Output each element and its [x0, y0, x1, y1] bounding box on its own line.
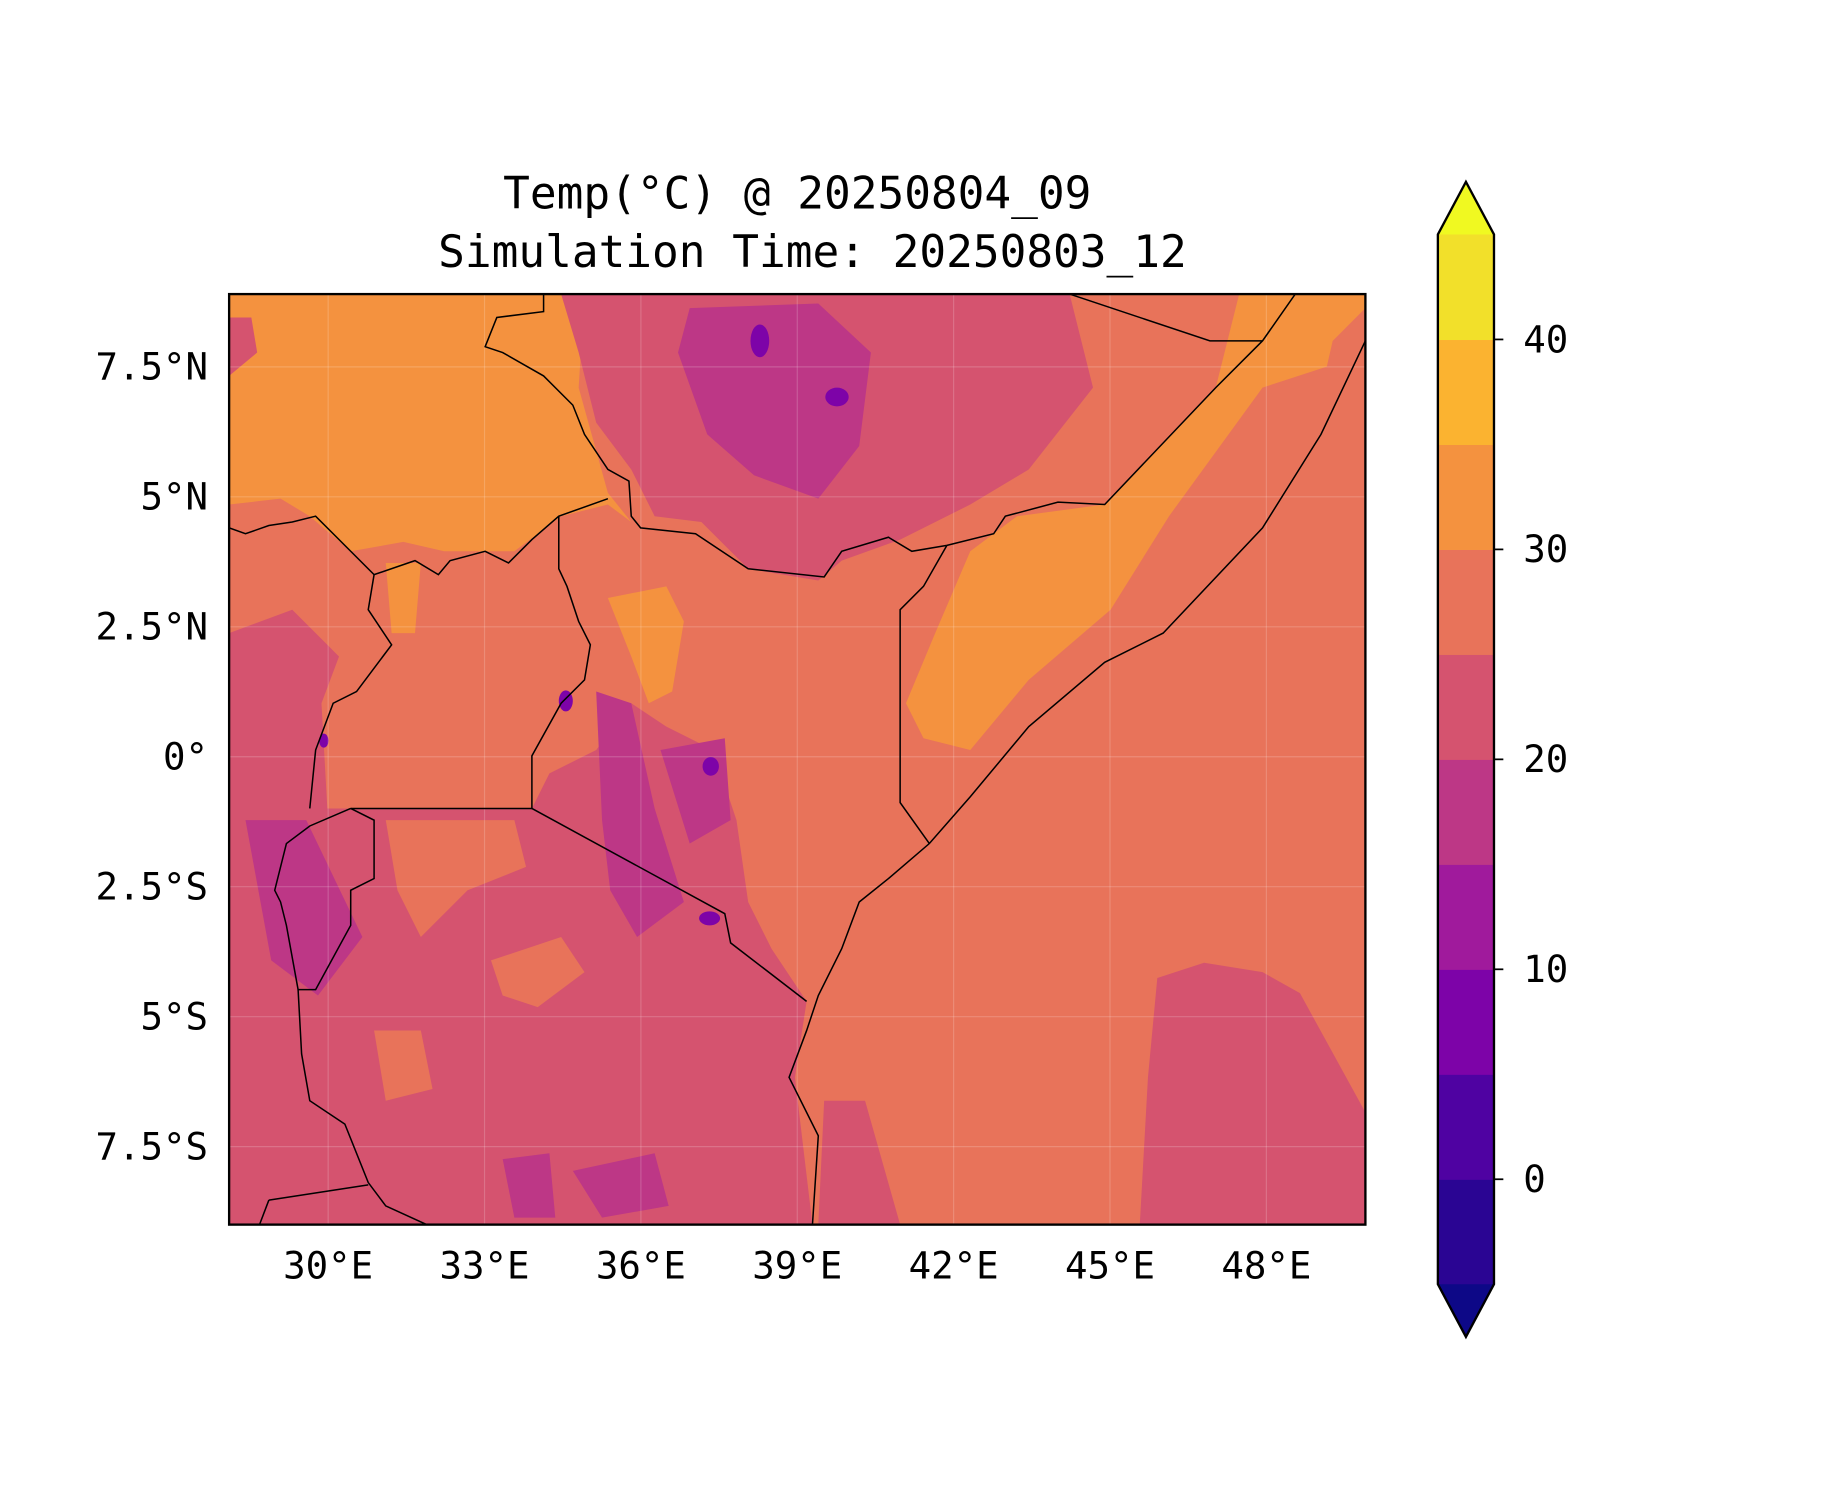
y-tick-label: 2.5°N [96, 605, 209, 649]
chart-subtitle: Simulation Time: 20250803_12 [438, 227, 1187, 278]
band-30-35-northwest [229, 294, 632, 634]
band-5-15-cold-spots [319, 324, 849, 926]
colorbar-band [1437, 339, 1494, 446]
axes-frame [227, 292, 1367, 1226]
border-zambia [268, 1184, 369, 1201]
colorbar-band [1437, 969, 1494, 1075]
border-kenya-tanzania [531, 807, 808, 1002]
colorbar-band [1437, 654, 1494, 760]
colorbar-tick-label: 20 [1523, 737, 1568, 781]
colorbar-band [1437, 234, 1494, 341]
gridlines [229, 294, 1366, 1225]
lake-victoria-shore [531, 516, 592, 809]
border-drc-uganda [309, 574, 393, 809]
colorbar-extend-min [1437, 1284, 1494, 1337]
x-tick-label: 48°E [1221, 1243, 1311, 1287]
x-tick-label: 33°E [440, 1243, 530, 1287]
x-tick-label: 45°E [1065, 1243, 1155, 1287]
x-tick-label: 42°E [909, 1243, 999, 1287]
band-25-30-tanzania-patches [374, 820, 585, 1101]
colorbar-tick-label: 10 [1523, 947, 1568, 991]
y-axis-ticks: 7.5°N 5°N 2.5°N 0° 2.5°S 5°S 7.5°S [96, 345, 209, 1169]
x-axis-ticks: 30°E 33°E 36°E 39°E 42°E 45°E 48°E [283, 1243, 1311, 1287]
border-southsudan-uganda [229, 497, 609, 576]
band-30-35-kenya [607, 586, 684, 704]
colorbar-tick-label: 40 [1523, 317, 1568, 361]
border-kenya-somalia [899, 545, 948, 844]
lake-tanganyika-shore [297, 989, 428, 1225]
chart-title: Temp(°C) @ 20250804_09 [503, 169, 1091, 220]
y-tick-label: 7.5°N [96, 345, 209, 389]
colorbar-band [1437, 549, 1494, 655]
colorbar-band [1437, 864, 1494, 970]
colorbar-tick-label: 30 [1523, 527, 1568, 571]
y-tick-label: 2.5°S [96, 865, 209, 909]
coastline [788, 340, 1366, 1225]
border-somaliland [1069, 294, 1263, 342]
map-area [229, 294, 1366, 1225]
x-tick-label: 30°E [283, 1243, 373, 1287]
border-zambia-west [258, 1199, 270, 1225]
colorbar-band [1437, 1179, 1494, 1285]
band-20-25-ocean [818, 962, 1366, 1225]
colorbar-band [1437, 444, 1494, 550]
y-tick-label: 5°S [141, 995, 209, 1039]
country-borders [229, 294, 1366, 1225]
colorbar-tick-label: 0 [1523, 1157, 1546, 1201]
x-tick-label: 36°E [596, 1243, 686, 1287]
border-ethiopia-somalia [946, 294, 1296, 547]
colorbar: 0 10 20 30 40 [1436, 179, 1568, 1340]
band-15-20-highlands [245, 303, 871, 1218]
band-30-35-somalia [905, 294, 1366, 750]
x-tick-label: 39°E [752, 1243, 842, 1287]
colorbar-band [1437, 1074, 1494, 1180]
y-tick-label: 0° [163, 735, 208, 779]
border-ethiopia-kenya-southsudan [484, 294, 948, 578]
colorbar-outline [1436, 179, 1496, 1340]
y-tick-label: 5°N [141, 475, 209, 519]
colorbar-extend-max [1437, 181, 1494, 235]
y-tick-label: 7.5°S [96, 1124, 209, 1168]
band-20-25-west [229, 317, 813, 1225]
colorbar-band [1437, 759, 1494, 865]
